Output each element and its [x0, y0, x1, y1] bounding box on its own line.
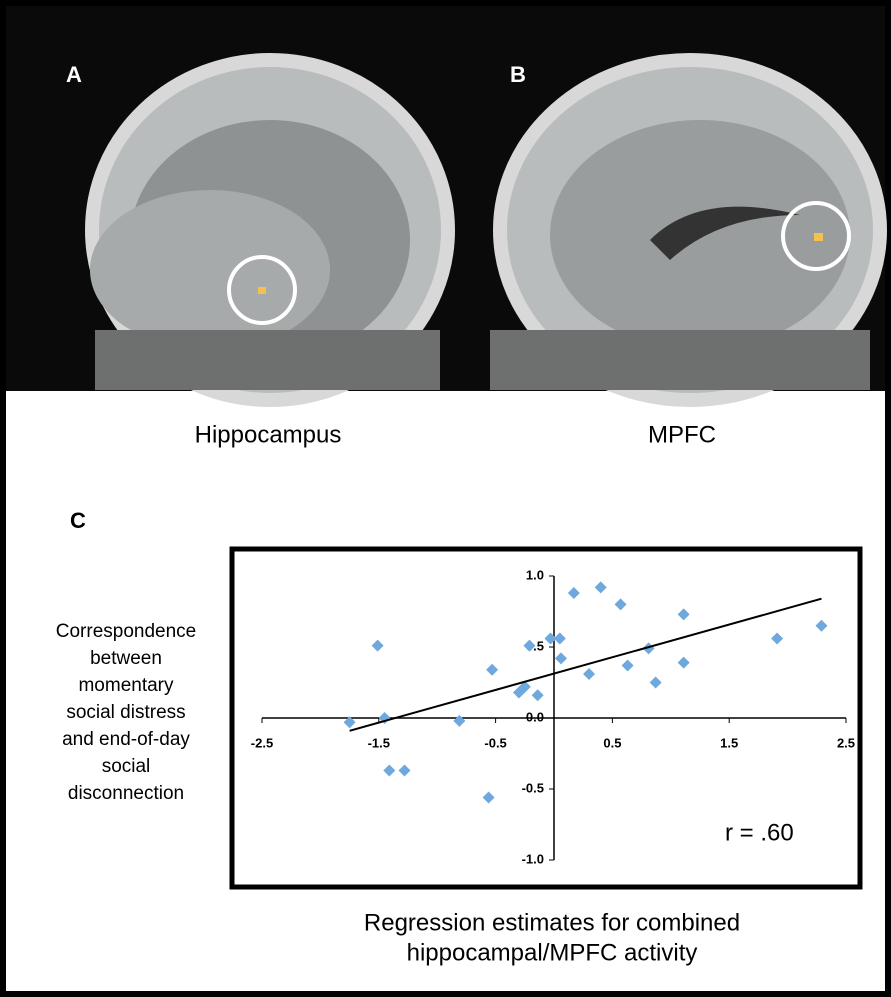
y-tick-label: -1.0: [522, 851, 544, 866]
y-axis-label: social: [102, 756, 151, 777]
x-tick-label: -2.5: [251, 735, 273, 750]
figure: A B Hippocampus MPFC C r = .60 -2.5 -1.5 -…: [0, 0, 891, 997]
annotation: r = .60: [725, 819, 794, 846]
panel-label: B: [510, 62, 526, 87]
y-axis-label: and end-of-day: [62, 729, 190, 750]
x-tick-label: 2.5: [837, 735, 855, 750]
x-tick-label: 0.5: [603, 735, 621, 750]
x-tick-label: -0.5: [484, 735, 506, 750]
caption: Hippocampus: [195, 421, 342, 448]
caption: MPFC: [648, 421, 716, 448]
y-axis-label: disconnection: [68, 783, 184, 804]
panel-label: A: [66, 62, 82, 87]
x-axis-label: Regression estimates for combined: [364, 909, 740, 936]
y-tick-label: -0.5: [522, 780, 544, 795]
x-tick-label: 1.5: [720, 735, 738, 750]
y-tick-label: 0.0: [526, 709, 544, 724]
y-tick-label: 1.0: [526, 567, 544, 582]
y-axis-label: between: [90, 648, 162, 669]
panel-label: C: [70, 508, 86, 533]
y-axis-label: social distress: [66, 702, 185, 723]
x-tick-label: -1.5: [368, 735, 390, 750]
brain-a: [90, 60, 448, 400]
x-axis-label: hippocampal/MPFC activity: [407, 939, 698, 966]
y-axis-label: Correspondence: [56, 621, 196, 642]
brain-b: [490, 60, 880, 400]
y-axis-label: momentary: [78, 675, 174, 696]
